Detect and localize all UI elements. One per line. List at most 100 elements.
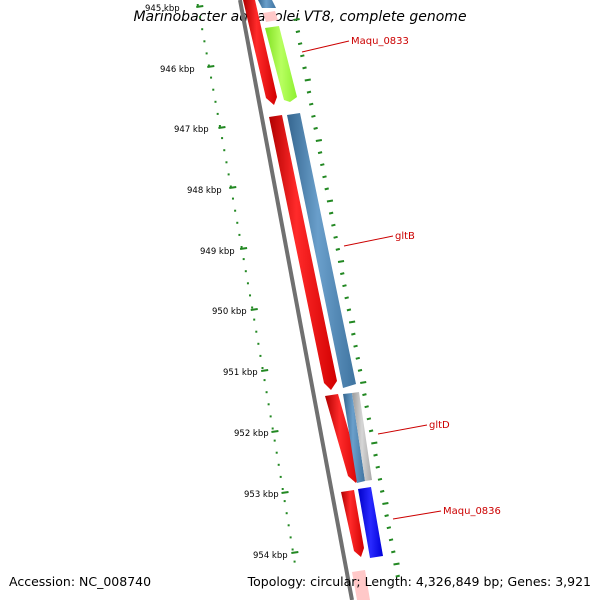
outer-tick <box>331 223 336 227</box>
ruler-dot <box>273 439 276 442</box>
ruler-dot <box>283 500 286 503</box>
ruler-dot <box>234 209 237 212</box>
gene-gltd-grey[interactable] <box>352 392 372 481</box>
outer-tick <box>315 139 323 142</box>
outer-tick <box>308 102 314 106</box>
leader-maqu-0836 <box>392 510 442 520</box>
tick-label: 946 kbp <box>160 65 195 75</box>
label-gltd[interactable]: gltD <box>429 420 450 431</box>
outer-tick <box>317 151 323 155</box>
ruler-dot <box>255 330 258 333</box>
outer-tick <box>386 526 392 530</box>
accession-text: Accession: NC_008740 <box>9 574 152 589</box>
tick-label: 953 kbp <box>244 490 279 500</box>
gene-maqu-0836[interactable] <box>358 487 383 558</box>
outer-tick <box>375 465 380 469</box>
tick-label: 949 kbp <box>200 247 235 257</box>
tick-label: 945 kbp <box>145 4 180 14</box>
major-tick <box>291 551 299 554</box>
outer-tick <box>313 126 318 130</box>
outer-tick <box>295 30 301 34</box>
outer-tick <box>364 405 369 409</box>
outer-tick <box>337 260 345 263</box>
major-tick <box>218 126 226 129</box>
ruler-dot <box>269 415 272 418</box>
cds-feature-2[interactable] <box>269 115 337 390</box>
label-maqu-0833[interactable]: Maqu_0833 <box>351 36 409 47</box>
ruler-dot <box>238 233 241 236</box>
ruler-dot <box>265 391 268 394</box>
gene-gltb[interactable] <box>287 113 356 388</box>
outer-tick <box>379 489 385 493</box>
label-maqu-0836[interactable]: Maqu_0836 <box>443 506 501 517</box>
cds-feature-1[interactable] <box>243 0 277 105</box>
ruler-dot <box>201 28 204 31</box>
outer-tick <box>326 199 334 203</box>
major-tick <box>207 65 215 68</box>
ruler-dot <box>221 137 224 140</box>
outer-tick <box>340 272 345 276</box>
ruler-dot <box>249 294 252 297</box>
genome-backbone <box>238 0 354 600</box>
major-tick <box>239 247 248 250</box>
map-title: Marinobacter aquaeolei VT8, complete gen… <box>133 9 467 25</box>
major-tick <box>250 308 258 311</box>
leader-maqu-0833 <box>301 40 350 53</box>
ruler-dot <box>218 125 221 127</box>
outer-tick-marks <box>293 18 400 578</box>
cds-feature-4[interactable] <box>341 490 364 557</box>
outer-tick <box>355 356 361 360</box>
gene-maqu-0833[interactable] <box>265 26 297 102</box>
ruler-dot <box>216 112 219 115</box>
ruler-dot <box>275 451 278 454</box>
outer-tick <box>391 550 396 554</box>
outer-tick <box>393 562 400 566</box>
tick-label: 947 kbp <box>174 125 209 135</box>
ruler-dot <box>267 403 270 406</box>
ruler-dot <box>281 488 284 490</box>
tick-label: 951 kbp <box>223 368 258 378</box>
ruler-dot <box>293 560 296 563</box>
outer-tick <box>311 114 316 118</box>
ruler-dot <box>263 379 266 382</box>
ruler-dot <box>212 88 215 91</box>
ruler-dot <box>236 221 239 224</box>
outer-tick <box>371 441 378 445</box>
ruler-dot <box>253 318 256 321</box>
major-tick <box>261 369 269 372</box>
ruler-dot <box>227 173 230 176</box>
outer-tick <box>382 502 389 505</box>
ruler-dot <box>251 306 254 309</box>
outer-tick <box>320 163 325 167</box>
outer-tick <box>300 54 305 58</box>
pink-feature-top[interactable] <box>263 11 278 22</box>
ruler-dot <box>259 354 262 357</box>
ruler-dot <box>242 258 245 261</box>
ruler-dot <box>229 185 232 188</box>
outer-tick <box>304 78 311 82</box>
gene-feature-top[interactable] <box>258 0 276 8</box>
tick-label: 948 kbp <box>187 186 222 196</box>
major-tick <box>196 5 204 8</box>
major-tick <box>281 491 289 494</box>
outer-tick <box>344 296 349 300</box>
tick-marks <box>196 5 299 554</box>
ruler-dot <box>291 548 294 551</box>
ruler-dot <box>287 524 290 527</box>
outer-tick <box>360 381 367 384</box>
leader-gltd <box>377 424 428 435</box>
outer-tick <box>297 42 303 46</box>
label-gltb[interactable]: gltB <box>395 231 415 242</box>
outer-tick <box>342 284 347 288</box>
outer-tick <box>373 453 378 457</box>
outer-tick <box>302 66 307 70</box>
gene-gltd-blue[interactable] <box>343 393 365 483</box>
pink-feature-bottom[interactable] <box>352 570 370 600</box>
major-tick <box>229 186 237 189</box>
outer-tick <box>368 429 374 433</box>
cds-feature-3[interactable] <box>325 394 361 483</box>
tick-label: 950 kbp <box>212 307 247 317</box>
ruler-dots <box>196 4 296 563</box>
outer-tick <box>362 393 367 397</box>
